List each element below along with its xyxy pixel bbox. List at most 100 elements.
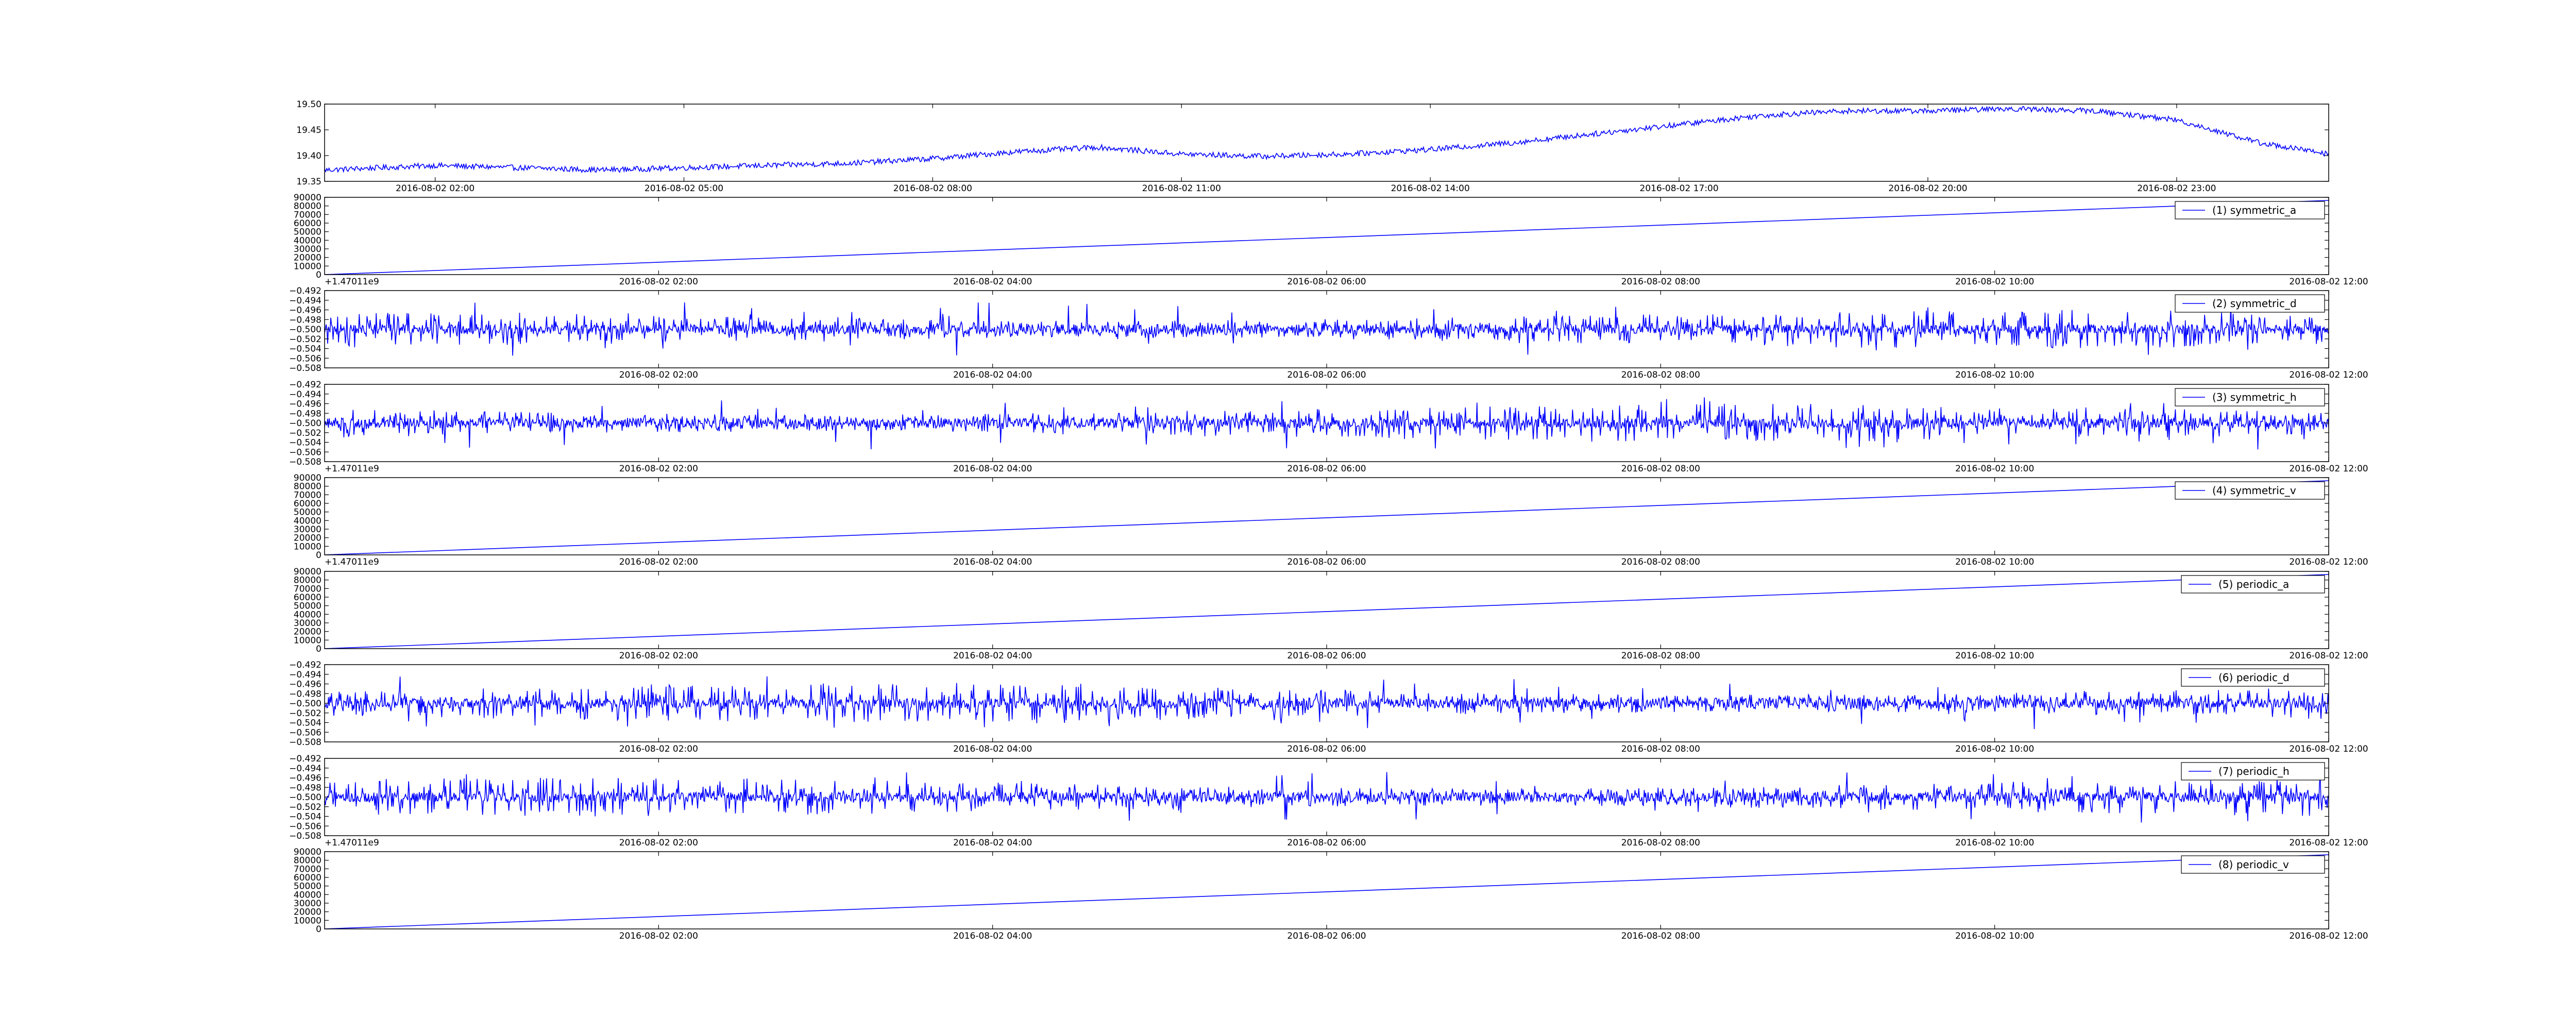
x-tick-label: 2016-08-02 10:00 <box>1955 464 2034 474</box>
y-tick-label: 20000 <box>294 533 321 544</box>
y-tick-label: 60000 <box>294 218 321 229</box>
y-tick-label: 70000 <box>294 584 321 594</box>
x-tick-label: 2016-08-02 12:00 <box>2289 277 2368 287</box>
subplot-6: −0.508−0.506−0.504−0.502−0.500−0.498−0.4… <box>289 660 2368 754</box>
x-tick-label: 2016-08-02 02:00 <box>619 931 698 941</box>
x-tick-label: 2016-08-02 10:00 <box>1955 651 2034 661</box>
legend: (3) symmetric_h <box>2175 388 2325 407</box>
axes-frame <box>324 104 2329 182</box>
series-group <box>325 854 2329 929</box>
y-tick-label: −0.492 <box>289 660 321 670</box>
x-tick-label: 2016-08-02 06:00 <box>1287 370 1366 380</box>
x-offset-label: +1.47011e9 <box>325 277 379 287</box>
x-tick-label: 2016-08-02 10:00 <box>1955 838 2034 848</box>
y-tick-label: −0.500 <box>289 699 321 709</box>
legend-label: (5) periodic_a <box>2218 578 2289 590</box>
x-tick-label: 2016-08-02 08:00 <box>1621 464 1700 474</box>
x-tick-label: 2016-08-02 06:00 <box>1287 931 1366 941</box>
legend: (5) periodic_a <box>2181 575 2325 594</box>
axes-frame <box>324 571 2329 649</box>
y-tick-label: −0.506 <box>289 353 321 364</box>
axes-frame <box>324 197 2329 275</box>
series-line-0 <box>325 574 2329 649</box>
x-tick-label: 2016-08-02 02:00 <box>396 183 474 194</box>
subplot-8: 0100002000030000400005000060000700008000… <box>294 847 2368 941</box>
series-line-0 <box>325 200 2329 275</box>
legend-label: (1) symmetric_a <box>2212 204 2296 216</box>
y-tick-label: 20000 <box>294 907 321 918</box>
y-tick-label: −0.500 <box>289 325 321 335</box>
y-tick-label: −0.492 <box>289 286 321 296</box>
x-tick-label: 2016-08-02 02:00 <box>619 277 698 287</box>
x-tick-label: 2016-08-02 02:00 <box>619 744 698 754</box>
x-tick-label: 2016-08-02 04:00 <box>953 370 1032 380</box>
series-group <box>325 302 2329 356</box>
y-tick-label: −0.498 <box>289 689 321 699</box>
y-tick-label: −0.502 <box>289 708 321 719</box>
x-tick-label: 2016-08-02 02:00 <box>619 464 698 474</box>
x-tick-label: 2016-08-02 06:00 <box>1287 557 1366 567</box>
y-tick-label: −0.508 <box>289 831 321 841</box>
x-tick-label: 2016-08-02 08:00 <box>1621 277 1700 287</box>
subplot-2: −0.508−0.506−0.504−0.502−0.500−0.498−0.4… <box>289 286 2368 380</box>
x-tick-label: 2016-08-02 02:00 <box>619 651 698 661</box>
y-tick-label: −0.504 <box>289 718 321 729</box>
y-tick-label: −0.500 <box>289 792 321 803</box>
x-tick-label: 2016-08-02 10:00 <box>1955 931 2034 941</box>
y-tick-label: 40000 <box>294 890 321 900</box>
x-tick-label: 2016-08-02 11:00 <box>1142 183 1221 194</box>
x-tick-label: 2016-08-02 12:00 <box>2289 838 2368 848</box>
legend: (8) periodic_v <box>2181 855 2325 874</box>
y-tick-label: −0.492 <box>289 754 321 764</box>
x-tick-label: 2016-08-02 06:00 <box>1287 744 1366 754</box>
subplot-7: −0.508−0.506−0.504−0.502−0.500−0.498−0.4… <box>289 754 2368 848</box>
x-tick-label: 2016-08-02 12:00 <box>2289 651 2368 661</box>
x-tick-label: 2016-08-02 04:00 <box>953 838 1032 848</box>
y-tick-label: 70000 <box>294 864 321 874</box>
legend-label: (4) symmetric_v <box>2212 484 2296 497</box>
x-tick-label: 2016-08-02 08:00 <box>1621 557 1700 567</box>
y-tick-label: 30000 <box>294 899 321 909</box>
y-tick-label: −0.508 <box>289 457 321 467</box>
x-tick-label: 2016-08-02 12:00 <box>2289 744 2368 754</box>
x-tick-label: 2016-08-02 02:00 <box>619 370 698 380</box>
y-tick-label: −0.504 <box>289 438 321 448</box>
legend: (2) symmetric_d <box>2175 294 2325 313</box>
y-tick-label: 19.45 <box>296 125 321 136</box>
x-tick-label: 2016-08-02 08:00 <box>1621 744 1700 754</box>
x-tick-label: 2016-08-02 06:00 <box>1287 464 1366 474</box>
x-tick-label: 2016-08-02 08:00 <box>1621 931 1700 941</box>
y-tick-label: 10000 <box>294 916 321 926</box>
y-tick-label: 19.40 <box>296 151 321 161</box>
legend: (1) symmetric_a <box>2175 201 2325 219</box>
y-tick-label: 70000 <box>294 210 321 220</box>
y-tick-label: −0.504 <box>289 344 321 354</box>
y-tick-label: −0.506 <box>289 447 321 458</box>
series-group <box>325 772 2329 823</box>
y-tick-label: 50000 <box>294 227 321 238</box>
y-tick-label: 19.50 <box>296 99 321 110</box>
x-tick-label: 2016-08-02 06:00 <box>1287 277 1366 287</box>
y-tick-label: 50000 <box>294 507 321 518</box>
x-tick-label: 2016-08-02 08:00 <box>1621 651 1700 661</box>
y-tick-label: 90000 <box>294 847 321 857</box>
y-tick-label: −0.500 <box>289 418 321 429</box>
y-tick-label: 10000 <box>294 541 321 552</box>
series-line-0 <box>325 397 2329 450</box>
y-tick-label: −0.498 <box>289 783 321 793</box>
subplot-3: −0.508−0.506−0.504−0.502−0.500−0.498−0.4… <box>289 380 2368 474</box>
y-tick-label: −0.504 <box>289 812 321 822</box>
y-tick-label: 80000 <box>294 201 321 212</box>
y-tick-label: −0.496 <box>289 773 321 784</box>
x-offset-label: +1.47011e9 <box>325 838 379 848</box>
series-line-0 <box>325 106 2329 174</box>
x-tick-label: 2016-08-02 02:00 <box>619 838 698 848</box>
y-tick-label: −0.508 <box>289 737 321 748</box>
y-tick-label: 80000 <box>294 482 321 492</box>
subplot-0: 19.35 19.40 19.45 19.50 2016-08-02 02:00 2016… <box>296 99 2329 194</box>
legend-label: (7) periodic_h <box>2218 765 2290 777</box>
y-tick-label: −0.502 <box>289 428 321 438</box>
subplot-5: 0100002000030000400005000060000700008000… <box>294 567 2368 661</box>
y-tick-label: 19.35 <box>296 177 321 187</box>
y-tick-label: 80000 <box>294 575 321 586</box>
